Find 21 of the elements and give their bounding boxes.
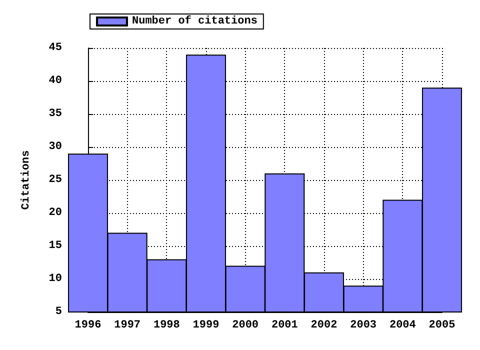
y-tick-label: 30: [48, 141, 62, 153]
x-tick-label: 2001: [271, 320, 298, 332]
x-tick-label: 2002: [310, 320, 338, 332]
x-tick-label: 1999: [192, 320, 220, 332]
y-tick-label: 40: [48, 75, 62, 87]
x-tick-label: 2005: [428, 320, 456, 332]
y-tick-label: 35: [48, 108, 62, 120]
y-tick-label: 10: [48, 273, 62, 285]
y-tick-label: 25: [48, 174, 62, 186]
x-tick-label: 1998: [153, 320, 180, 332]
y-axis-title: Citations: [20, 150, 32, 210]
x-tick-label: 2000: [232, 320, 259, 332]
x-tick-label: 2004: [389, 320, 416, 332]
legend-label: Number of citations: [132, 14, 258, 28]
x-tick-label: 1997: [114, 320, 141, 332]
y-tick-label: 5: [55, 306, 62, 318]
y-tick-label: 20: [48, 207, 62, 219]
x-tick-label: 2003: [350, 320, 377, 332]
y-tick-label: 15: [48, 240, 62, 252]
x-tick-label: 1996: [74, 320, 102, 332]
y-tick-label: 45: [48, 42, 62, 54]
